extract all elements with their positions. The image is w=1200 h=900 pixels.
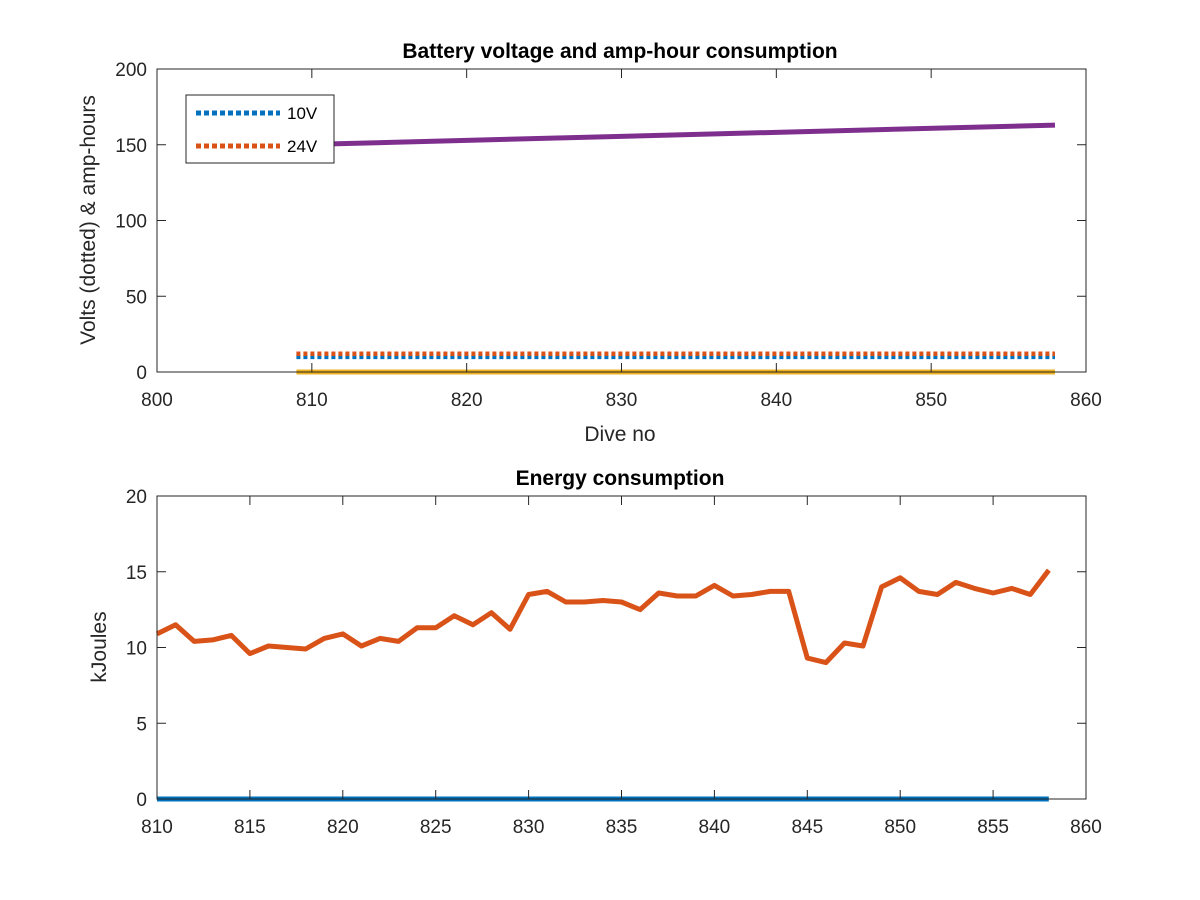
y-tick-label: 5 xyxy=(136,714,147,735)
x-tick-label: 855 xyxy=(977,817,1009,838)
x-tick-label: 845 xyxy=(791,817,823,838)
top-x-ticks: 800 810 820 830 840 850 860 xyxy=(141,69,1102,411)
y-tick-label: 200 xyxy=(115,60,147,81)
x-tick-label: 825 xyxy=(420,817,452,838)
chart-title: Battery voltage and amp-hour consumption xyxy=(402,40,837,63)
x-tick-label: 835 xyxy=(606,817,638,838)
top-y-ticks: 0 50 100 150 200 xyxy=(115,60,1086,384)
y-tick-label: 150 xyxy=(115,136,147,157)
legend: 10V 24V xyxy=(185,94,335,164)
x-tick-label: 860 xyxy=(1070,817,1102,838)
x-tick-label: 830 xyxy=(513,817,545,838)
chart-title: Energy consumption xyxy=(516,467,725,490)
y-tick-label: 0 xyxy=(136,790,147,811)
x-tick-label: 860 xyxy=(1070,390,1102,411)
x-tick-label: 810 xyxy=(296,390,328,411)
x-tick-label: 820 xyxy=(451,390,483,411)
legend-label-10v: 10V xyxy=(287,104,318,123)
legend-label-24v: 24V xyxy=(287,137,318,156)
x-axis-label: Dive no xyxy=(584,423,655,446)
bottom-y-ticks: 0 5 10 15 20 xyxy=(126,487,1086,811)
chart-battery-voltage: Battery voltage and amp-hour consumption… xyxy=(77,40,1102,446)
x-tick-label: 830 xyxy=(606,390,638,411)
y-axis-label: kJoules xyxy=(88,611,111,682)
x-tick-label: 820 xyxy=(327,817,359,838)
bottom-x-ticks: 810 815 820 825 830 835 840 845 850 855 860 xyxy=(141,496,1102,838)
x-tick-label: 840 xyxy=(699,817,731,838)
legend-box xyxy=(185,94,335,164)
x-tick-label: 810 xyxy=(141,817,173,838)
y-tick-label: 10 xyxy=(126,639,147,660)
x-tick-label: 815 xyxy=(234,817,266,838)
x-tick-label: 850 xyxy=(915,390,947,411)
x-tick-label: 840 xyxy=(760,390,792,411)
y-tick-label: 0 xyxy=(136,363,147,384)
y-tick-label: 20 xyxy=(126,487,147,508)
y-tick-label: 100 xyxy=(115,212,147,233)
x-tick-label: 800 xyxy=(141,390,173,411)
series-line xyxy=(155,568,1051,666)
chart-energy-consumption: Energy consumption 810 815 820 825 830 835 840… xyxy=(88,467,1102,838)
y-tick-label: 50 xyxy=(126,287,147,308)
x-tick-label: 850 xyxy=(884,817,916,838)
y-tick-label: 15 xyxy=(126,563,147,584)
y-axis-label: Volts (dotted) & amp-hours xyxy=(77,95,100,345)
series-line xyxy=(296,122,1056,148)
